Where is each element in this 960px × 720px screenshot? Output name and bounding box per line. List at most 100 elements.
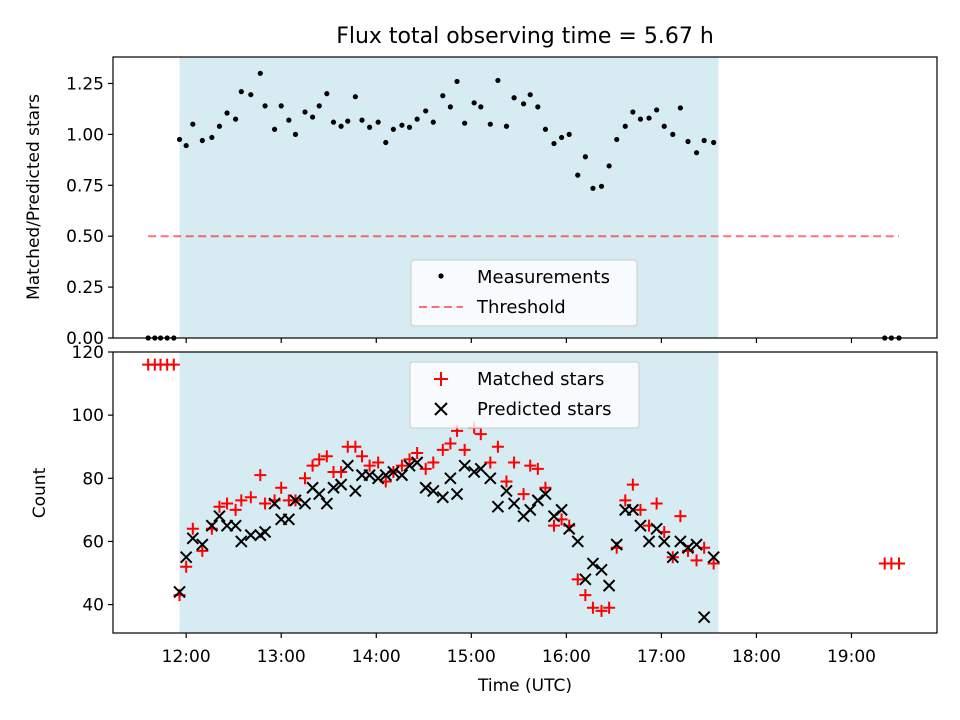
matched-star-point: [500, 475, 513, 488]
top-y-tick-label: 0.00: [66, 329, 104, 349]
predicted-star-point: [363, 468, 376, 482]
predicted-star-point: [410, 456, 424, 469]
matched-star-point: [508, 456, 521, 469]
legend-measurements-label: Measurements: [477, 267, 610, 288]
measurement-point: [345, 118, 351, 124]
measurement-point: [598, 183, 605, 189]
measurement-point: [447, 104, 453, 110]
predicted-star-point: [690, 538, 703, 551]
matched-star-point: [419, 462, 432, 475]
matched-star-point: [458, 443, 471, 456]
measurement-point: [637, 116, 644, 122]
matched-star-point: [186, 522, 199, 535]
measurement-point: [414, 116, 420, 122]
predicted-star-point: [595, 563, 608, 577]
matched-star-point: [707, 557, 720, 570]
matched-star-point: [531, 462, 544, 475]
predicted-star-point: [282, 513, 296, 526]
measurement-point: [262, 103, 268, 109]
predicted-star-point: [173, 585, 186, 599]
predicted-star-point: [586, 557, 600, 570]
predicted-star-point: [436, 491, 449, 504]
predicted-star-point: [681, 541, 695, 554]
measurement-point: [176, 136, 183, 143]
measurement-point: [542, 126, 549, 132]
measurement-point: [292, 131, 299, 137]
measurement-point: [670, 131, 676, 137]
x-tick-label: 19:00: [827, 647, 876, 667]
predicted-star-point: [349, 484, 362, 498]
predicted-star-point: [626, 503, 640, 517]
matched-star-point: [213, 500, 226, 513]
measurement-point: [302, 109, 308, 115]
matched-star-point: [571, 573, 584, 586]
matched-star-point: [235, 494, 248, 507]
x-tick-label: 15:00: [447, 647, 496, 667]
predicted-star-point: [213, 509, 226, 523]
matched-star-point: [363, 459, 376, 472]
legend-predicted-marker: [434, 402, 448, 416]
matched-star-point: [539, 481, 552, 494]
matched-star-point: [167, 358, 180, 371]
predicted-star-point: [539, 487, 552, 501]
x-tick-label: 13:00: [257, 647, 306, 667]
predicted-star-point: [379, 468, 392, 482]
predicted-star-point: [634, 519, 647, 532]
predicted-star-point: [555, 503, 568, 517]
predicted-star-point: [579, 573, 592, 586]
measurement-point: [661, 123, 667, 129]
measurement-point: [440, 93, 446, 99]
matched-star-point: [356, 450, 369, 463]
matched-star-point: [547, 519, 560, 532]
bottom-x-axis: 12:00 13:00 14:00 15:00 16:00 17:00 18:00 19:00: [162, 633, 876, 667]
matched-star-point: [259, 497, 272, 510]
measurement-point: [399, 122, 405, 128]
measurement-point: [654, 107, 660, 113]
matched-star-point: [395, 459, 408, 472]
predicted-star-point: [524, 503, 537, 517]
matched-star-point: [474, 428, 487, 441]
bottom-y-axis-label: Count: [30, 467, 50, 518]
predicted-star-point: [395, 468, 409, 482]
measurement-point: [582, 154, 588, 160]
predicted-star-point: [341, 459, 354, 472]
measurement-point: [367, 124, 373, 130]
measurement-point: [503, 123, 510, 129]
matched-star-point: [298, 472, 311, 485]
predicted-star-point: [244, 528, 258, 542]
predicted-star-point: [196, 538, 209, 551]
predicted-star-point: [484, 472, 497, 485]
measurement-point: [511, 95, 517, 101]
matched-star-point: [444, 437, 457, 450]
matched-star-points: [142, 358, 905, 617]
measurement-point: [454, 78, 460, 85]
measurement-point: [590, 185, 596, 191]
measurement-point: [701, 137, 707, 144]
measurement-point: [375, 119, 381, 125]
top-y-tick-label: 0.50: [66, 227, 104, 247]
measurement-point: [487, 121, 493, 127]
bottom-y-tick-label: 60: [82, 532, 104, 552]
predicted-star-point: [186, 532, 200, 545]
x-tick-label: 12:00: [162, 647, 211, 667]
bottom-y-axis: 40 60 80 100 120: [72, 343, 113, 616]
legend-matched-marker: [434, 372, 448, 386]
predicted-star-points: [173, 456, 720, 624]
predicted-star-point: [313, 487, 326, 501]
measurement-point: [575, 172, 581, 178]
matched-star-point: [306, 459, 319, 472]
top-panel: 0.00 0.25 0.50 0.75 1.00 1.25 Matched/Predict…: [24, 56, 938, 349]
top-x-ticks: [185, 338, 853, 343]
matched-star-point: [411, 447, 424, 460]
measurement-point: [430, 119, 436, 125]
predicted-star-point: [403, 459, 416, 472]
legend-predicted-label: Predicted stars: [477, 399, 611, 420]
x-tick-label: 16:00: [542, 647, 591, 667]
predicted-star-point: [467, 465, 481, 479]
matched-star-point: [484, 456, 497, 469]
measurement-point: [478, 104, 484, 110]
matched-star-point: [626, 478, 639, 491]
measurement-point: [566, 131, 572, 137]
predicted-star-point: [298, 497, 312, 510]
top-legend: Measurements Threshold: [410, 259, 638, 327]
